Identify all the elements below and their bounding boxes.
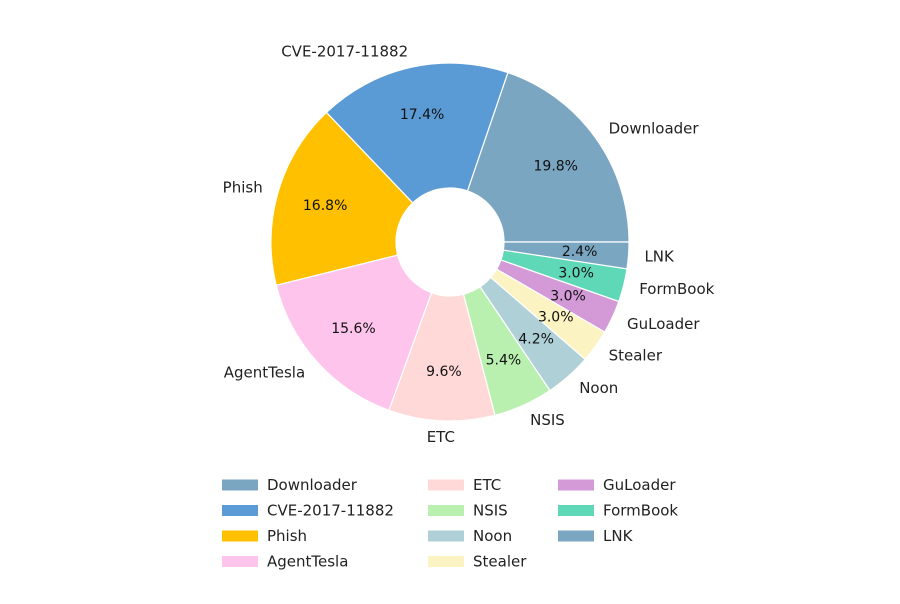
- legend-swatch-cve-2017-11882: [222, 505, 258, 516]
- legend-swatch-agenttesla: [222, 556, 258, 567]
- slice-value-label-formbook: 3.0%: [558, 265, 594, 281]
- legend-swatch-formbook: [558, 505, 594, 516]
- legend-swatch-nsis: [428, 505, 464, 516]
- slice-agenttesla: [275, 254, 433, 412]
- slice-category-label-downloader: Downloader: [609, 120, 700, 138]
- legend-item-formbook: FormBook: [558, 502, 678, 520]
- slice-value-label-etc: 9.6%: [426, 364, 462, 380]
- legend-label-downloader: Downloader: [267, 476, 358, 494]
- slice-value-label-guloader: 3.0%: [550, 289, 586, 305]
- slice-value-label-phish: 16.8%: [303, 198, 347, 214]
- legend-item-etc: ETC: [428, 476, 501, 494]
- legend-label-cve-2017-11882: CVE-2017-11882: [267, 502, 394, 520]
- legend-item-downloader: Downloader: [222, 476, 358, 494]
- legend-item-lnk: LNK: [558, 527, 634, 545]
- legend-item-nsis: NSIS: [428, 502, 508, 520]
- legend-swatch-guloader: [558, 479, 594, 491]
- legend-swatch-etc: [428, 479, 464, 491]
- slice-category-label-lnk: LNK: [644, 248, 675, 266]
- slice-cve-2017-11882: [325, 62, 509, 204]
- legend-label-nsis: NSIS: [473, 502, 508, 520]
- legend: Downloader CVE-2017-11882 Phish AgentTesla E…: [222, 476, 678, 571]
- slice-value-label-nsis: 5.4%: [486, 353, 522, 369]
- slice-value-label-lnk: 2.4%: [562, 244, 598, 260]
- legend-label-etc: ETC: [473, 476, 501, 494]
- labels-layer: 19.8% Downloader 17.4% CVE-2017-11882 16.8% P…: [223, 43, 715, 446]
- legend-item-noon: Noon: [428, 527, 512, 545]
- legend-swatch-phish: [222, 530, 258, 542]
- slice-category-label-etc: ETC: [427, 428, 455, 446]
- slice-value-label-cve-2017-11882: 17.4%: [400, 107, 444, 123]
- legend-item-stealer: Stealer: [428, 553, 527, 571]
- legend-label-formbook: FormBook: [603, 502, 678, 520]
- slice-value-label-downloader: 19.8%: [534, 158, 578, 174]
- legend-label-stealer: Stealer: [473, 553, 527, 571]
- slice-category-label-noon: Noon: [579, 379, 618, 397]
- legend-item-cve-2017-11882: CVE-2017-11882: [222, 502, 394, 520]
- legend-label-phish: Phish: [267, 527, 307, 545]
- slice-value-label-noon: 4.2%: [518, 331, 554, 347]
- legend-swatch-downloader: [222, 479, 258, 491]
- legend-item-phish: Phish: [222, 527, 307, 545]
- slice-category-label-phish: Phish: [223, 179, 263, 197]
- slice-category-label-stealer: Stealer: [609, 346, 663, 364]
- slice-category-label-nsis: NSIS: [530, 411, 565, 429]
- slice-value-label-agenttesla: 15.6%: [331, 321, 375, 337]
- slice-phish: [270, 111, 414, 287]
- legend-swatch-stealer: [428, 556, 464, 567]
- legend-swatch-lnk: [558, 530, 594, 542]
- legend-label-guloader: GuLoader: [603, 476, 676, 494]
- legend-label-lnk: LNK: [603, 527, 634, 545]
- legend-label-agenttesla: AgentTesla: [267, 553, 348, 571]
- legend-item-agenttesla: AgentTesla: [222, 553, 348, 571]
- slice-value-label-stealer: 3.0%: [538, 310, 574, 326]
- slice-downloader: [466, 71, 630, 243]
- legend-label-noon: Noon: [473, 527, 512, 545]
- legend-swatch-noon: [428, 530, 464, 542]
- slice-category-label-agenttesla: AgentTesla: [224, 364, 305, 382]
- slice-category-label-formbook: FormBook: [639, 280, 714, 298]
- slice-lnk: [502, 241, 630, 270]
- legend-item-guloader: GuLoader: [558, 476, 676, 494]
- slices-layer: [270, 62, 630, 422]
- slice-category-label-guloader: GuLoader: [627, 315, 700, 333]
- slice-category-label-cve-2017-11882: CVE-2017-11882: [281, 43, 408, 61]
